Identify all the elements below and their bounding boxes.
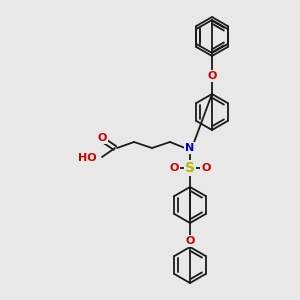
Text: O: O [97,133,107,143]
Text: O: O [169,163,179,173]
Text: S: S [185,161,195,175]
Text: HO: HO [78,153,97,163]
Text: O: O [95,133,105,143]
Text: O: O [201,163,211,173]
Text: O: O [207,71,217,81]
Text: N: N [185,143,195,153]
Text: O: O [185,236,195,246]
